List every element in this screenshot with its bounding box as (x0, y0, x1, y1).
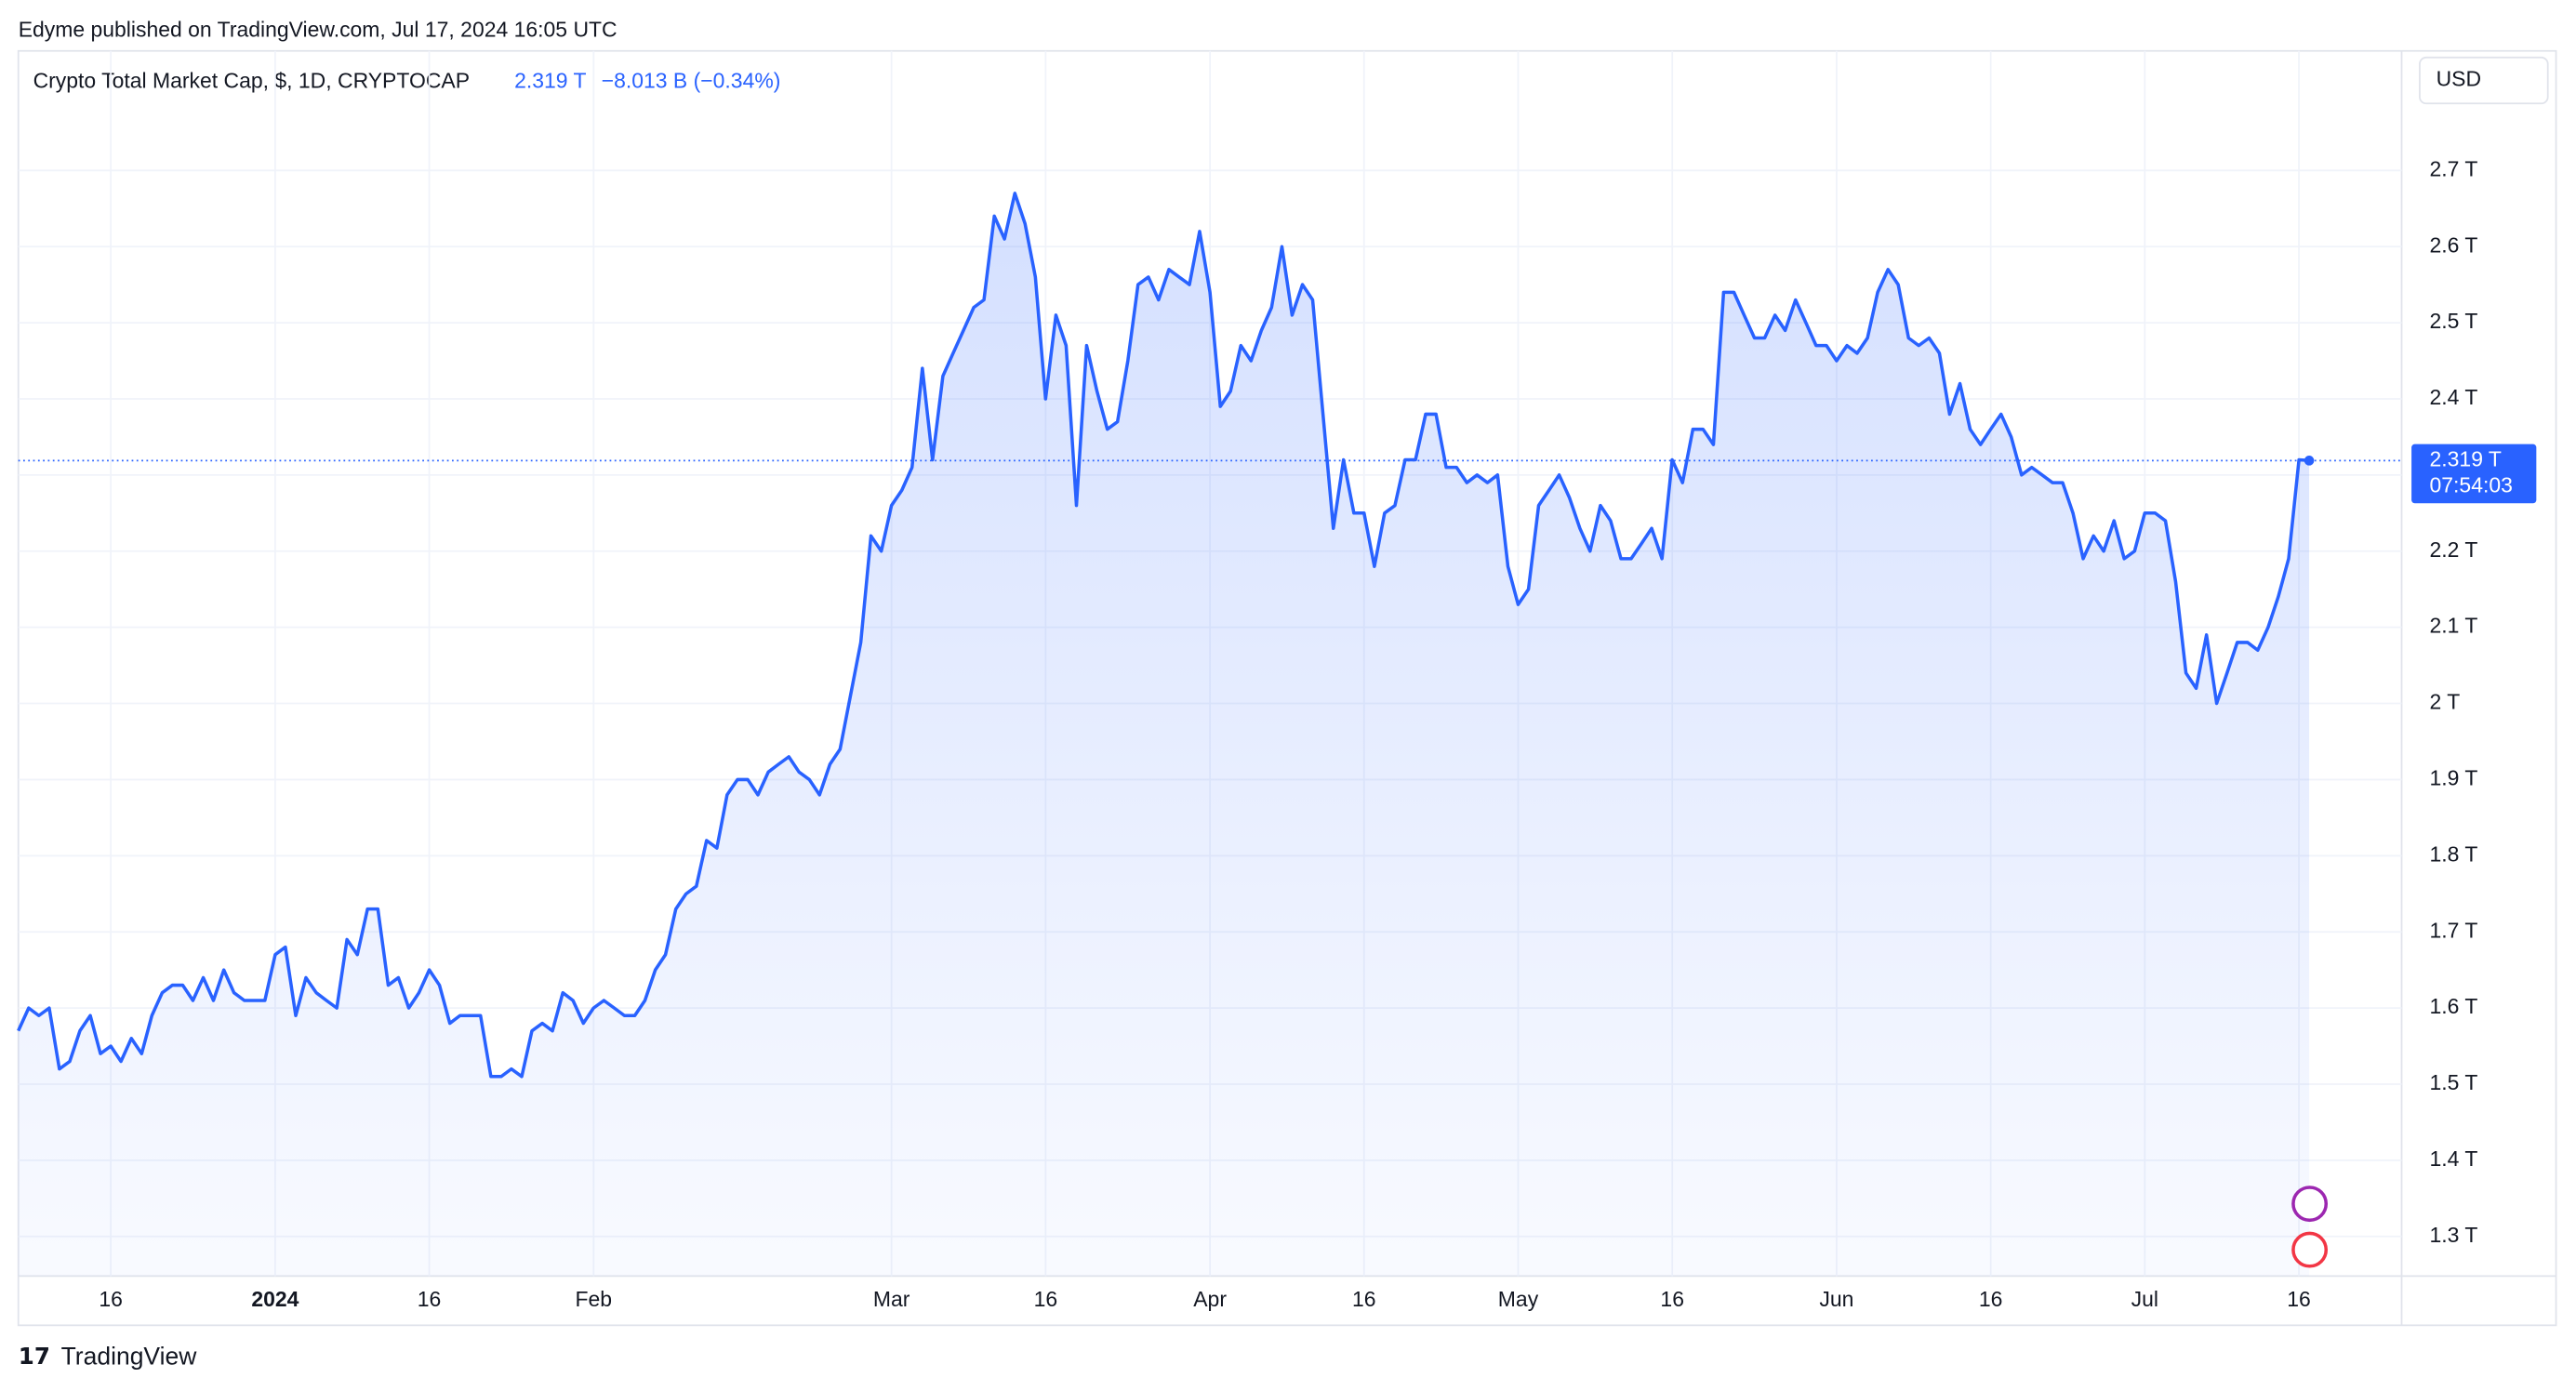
plot: 1.3 T 1.4 T 1.5 T 1.6 T 1.7 T 1.8 T 1.9 T 2 T 2.… (17, 50, 2537, 1311)
x-tick-label: Jun (1819, 1287, 1853, 1311)
x-tick-label: 16 (2287, 1287, 2311, 1311)
y-tick-label: 2.2 T (2430, 537, 2478, 562)
x-tick-label: Mar (873, 1287, 910, 1311)
x-tick-label: 16 (1660, 1287, 1684, 1311)
x-tick-label: Jul (2131, 1287, 2158, 1311)
x-tick-label: Feb (576, 1287, 613, 1311)
price-tag-value: 2.319 T (2430, 446, 2502, 470)
last-point (2304, 456, 2315, 466)
y-tick-label: 2.5 T (2430, 309, 2478, 333)
y-tick-label: 1.6 T (2430, 994, 2478, 1018)
published-note: Edyme published on TradingView.com, Jul … (19, 18, 617, 42)
x-tick-label: 16 (99, 1287, 123, 1311)
x-tick-label: 2024 (251, 1287, 299, 1311)
area-fill (18, 192, 2310, 1277)
x-tick-label: 16 (418, 1287, 442, 1311)
line (17, 192, 2310, 1079)
chart-title: Crypto Total Market Cap, $, 1D, CRYPTOCA… (33, 68, 470, 92)
x-tick-label: 16 (1034, 1287, 1058, 1311)
price-tag (2411, 444, 2537, 504)
y-tick-label: 2.7 T (2430, 156, 2478, 180)
change: −8.013 B (−0.34%) (602, 68, 781, 92)
logo: 𝟭𝟳 (19, 1345, 50, 1370)
countdown: 07:54:03 (2430, 473, 2513, 497)
y-tick-label: 2.6 T (2430, 232, 2478, 257)
x-tick-label: May (1498, 1287, 1539, 1311)
y-tick-label: 2.1 T (2430, 614, 2478, 638)
price: 2.319 T (514, 68, 586, 92)
frame (17, 49, 2557, 1327)
currency-button[interactable] (2419, 56, 2549, 105)
y-tick-label: 1.3 T (2430, 1223, 2478, 1247)
y-tick-label: 1.7 T (2430, 918, 2478, 942)
x-tick-label: 16 (1979, 1287, 2003, 1311)
x-tick-label: 16 (1352, 1287, 1376, 1311)
y-tick-label: 1.4 T (2430, 1146, 2478, 1171)
currency[interactable]: USD (2437, 67, 2481, 91)
y-tick-label: 2 T (2430, 690, 2461, 714)
y-tick-label: 2.4 T (2430, 385, 2478, 409)
flag-icon[interactable] (2291, 1231, 2329, 1268)
y-tick-label: 1.8 T (2430, 841, 2478, 866)
x-tick-label: Apr (1193, 1287, 1227, 1311)
y-tick-label: 1.5 T (2430, 1070, 2478, 1094)
y-tick-label: 1.9 T (2430, 766, 2478, 790)
event-icon[interactable] (2291, 1186, 2329, 1223)
brand: TradingView (61, 1343, 198, 1371)
